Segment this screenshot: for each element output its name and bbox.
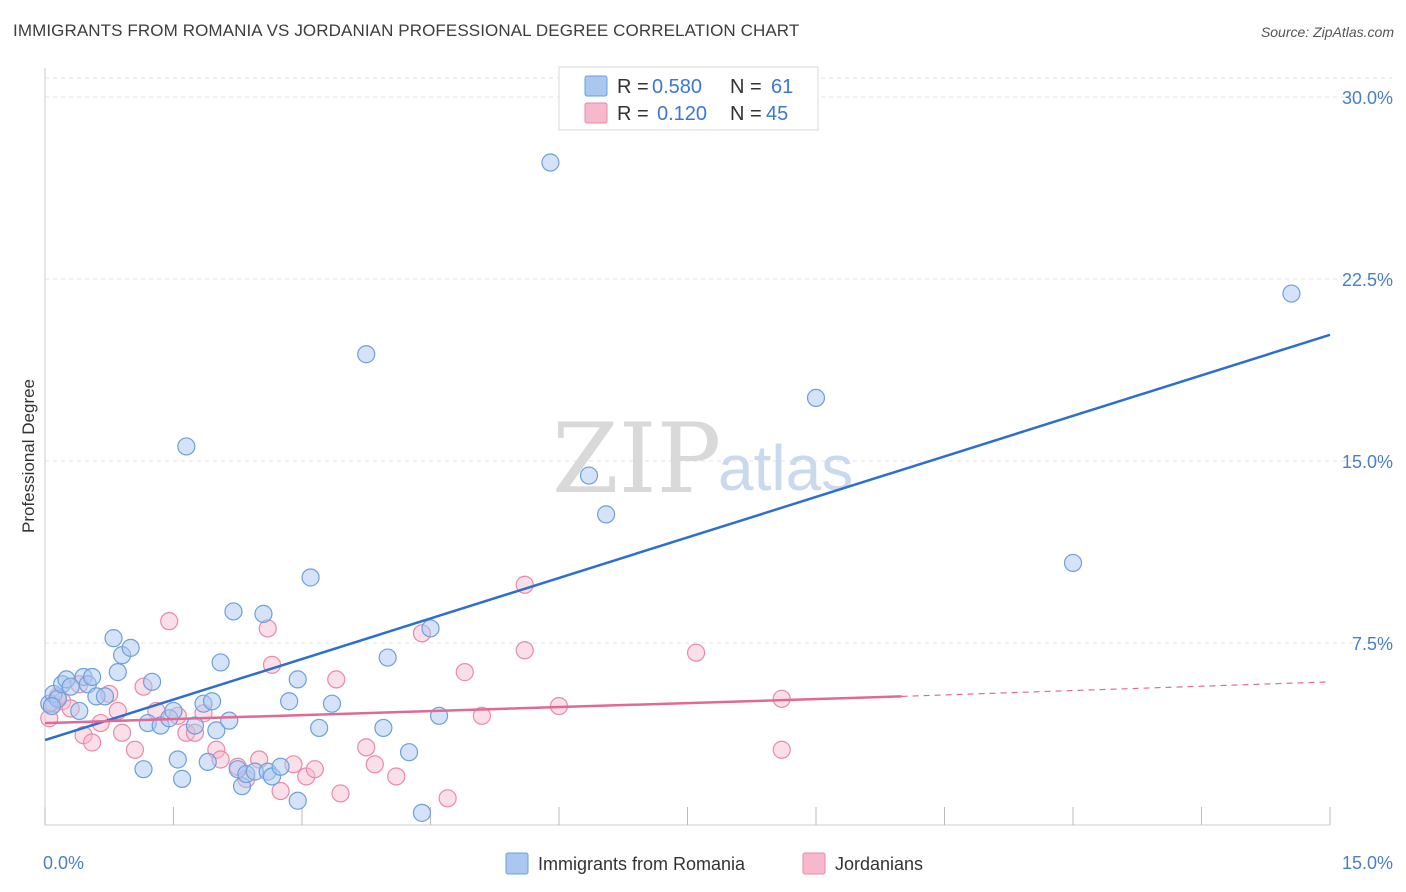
jordanians-points bbox=[40, 575, 791, 808]
legend-bottom-romania-label: Immigrants from Romania bbox=[538, 854, 746, 874]
romania-point bbox=[412, 803, 432, 822]
legend-bottom-jordan-label: Jordanians bbox=[835, 854, 923, 874]
romania-point bbox=[142, 672, 162, 691]
romania-point bbox=[541, 153, 560, 172]
jordan-trend-line bbox=[44, 695, 902, 725]
legend-romania-swatch bbox=[584, 75, 608, 97]
romania-point bbox=[301, 568, 320, 587]
y-tick-label-1: 15.0% bbox=[1342, 452, 1393, 472]
jordan-point bbox=[305, 760, 324, 779]
romania-point bbox=[254, 604, 273, 623]
legend-jordan-r-label: R = bbox=[617, 103, 649, 125]
romania-point bbox=[399, 743, 419, 762]
legend-bottom-jordan-swatch bbox=[802, 852, 826, 875]
jordan-point bbox=[515, 641, 534, 660]
romania-point bbox=[288, 791, 307, 810]
romania-point bbox=[211, 653, 230, 672]
legend-bottom: Immigrants from Romania Jordanians bbox=[505, 852, 923, 875]
romania-point bbox=[220, 711, 239, 730]
chart-title: IMMIGRANTS FROM ROMANIA VS JORDANIAN PRO… bbox=[13, 21, 800, 40]
jordan-point bbox=[327, 670, 346, 689]
romania-point bbox=[121, 638, 140, 657]
legend-romania-n-label: N = bbox=[730, 76, 762, 98]
romania-point bbox=[83, 667, 102, 687]
romania-trend-line bbox=[44, 333, 1331, 742]
romania-point bbox=[185, 716, 205, 735]
legend-top: R = 0.580 N = 61 R = 0.120 N = 45 bbox=[558, 66, 819, 131]
romania-point bbox=[95, 687, 115, 706]
jordan-point bbox=[365, 755, 384, 774]
jordan-point bbox=[83, 733, 102, 752]
romania-point bbox=[104, 629, 123, 648]
romania-point bbox=[198, 752, 217, 772]
gridlines bbox=[45, 77, 1392, 644]
jordan-point bbox=[686, 643, 706, 662]
romania-point bbox=[280, 692, 299, 711]
legend-romania-r-label: R = bbox=[617, 76, 649, 98]
romania-point bbox=[597, 505, 616, 524]
jordan-point bbox=[125, 740, 145, 759]
legend-romania-n-value: 61 bbox=[771, 76, 793, 98]
tick-labels: 7.5% 15.0% 22.5% 30.0% 0.0% 15.0% bbox=[43, 88, 1393, 873]
romania-point bbox=[378, 648, 397, 667]
romania-point bbox=[108, 663, 127, 682]
romania-point bbox=[168, 750, 187, 769]
romania-point bbox=[172, 769, 192, 788]
jordan-point bbox=[331, 784, 350, 803]
x-tick-label-1: 15.0% bbox=[1342, 853, 1393, 873]
romania-point bbox=[271, 757, 290, 776]
jordan-point bbox=[772, 740, 791, 759]
watermark-atlas: atlas bbox=[718, 432, 853, 504]
romania-point bbox=[177, 437, 196, 456]
romania-point bbox=[202, 692, 222, 711]
romania-point bbox=[164, 701, 183, 721]
legend-jordan-n-value: 45 bbox=[766, 103, 788, 125]
watermark: ZIP atlas bbox=[552, 403, 853, 515]
y-axis-title: Professional Degree bbox=[19, 379, 38, 533]
romania-point bbox=[322, 694, 342, 713]
romania-point bbox=[224, 602, 243, 621]
jordan-point bbox=[438, 789, 457, 808]
chart-source: Source: ZipAtlas.com bbox=[1260, 24, 1394, 40]
jordan-point bbox=[455, 663, 474, 682]
romania-point bbox=[288, 670, 307, 689]
legend-jordan-n-label: N = bbox=[730, 103, 762, 125]
y-tick-label-3: 30.0% bbox=[1342, 88, 1393, 108]
y-tick-label-2: 22.5% bbox=[1342, 270, 1393, 290]
romania-point bbox=[42, 696, 61, 716]
romania-point bbox=[134, 760, 153, 779]
jordan-trend-line-extension bbox=[901, 681, 1331, 697]
romania-point bbox=[1282, 284, 1301, 303]
y-tick-label-0: 7.5% bbox=[1352, 634, 1393, 654]
romania-point bbox=[1063, 553, 1083, 573]
jordan-point bbox=[271, 781, 290, 801]
legend-romania-r-value: 0.580 bbox=[652, 76, 702, 98]
jordan-point bbox=[160, 612, 179, 631]
romania-point bbox=[579, 466, 599, 485]
romania-point bbox=[310, 718, 329, 738]
trend-lines bbox=[44, 333, 1331, 742]
romania-point bbox=[207, 721, 226, 740]
x-tick-label-0: 0.0% bbox=[43, 853, 84, 873]
watermark-zip: ZIP bbox=[552, 403, 721, 515]
legend-jordan-swatch bbox=[584, 102, 608, 124]
romania-point bbox=[806, 388, 826, 408]
legend-jordan-r-value: 0.120 bbox=[657, 103, 707, 125]
jordan-point bbox=[112, 723, 132, 742]
jordan-point bbox=[387, 767, 406, 786]
jordan-point bbox=[472, 706, 491, 725]
legend-bottom-romania-swatch bbox=[505, 852, 529, 875]
romania-point bbox=[70, 701, 89, 721]
romania-point bbox=[374, 718, 393, 738]
romania-point bbox=[357, 345, 376, 364]
romania-point bbox=[421, 619, 440, 638]
jordan-point bbox=[357, 738, 376, 757]
